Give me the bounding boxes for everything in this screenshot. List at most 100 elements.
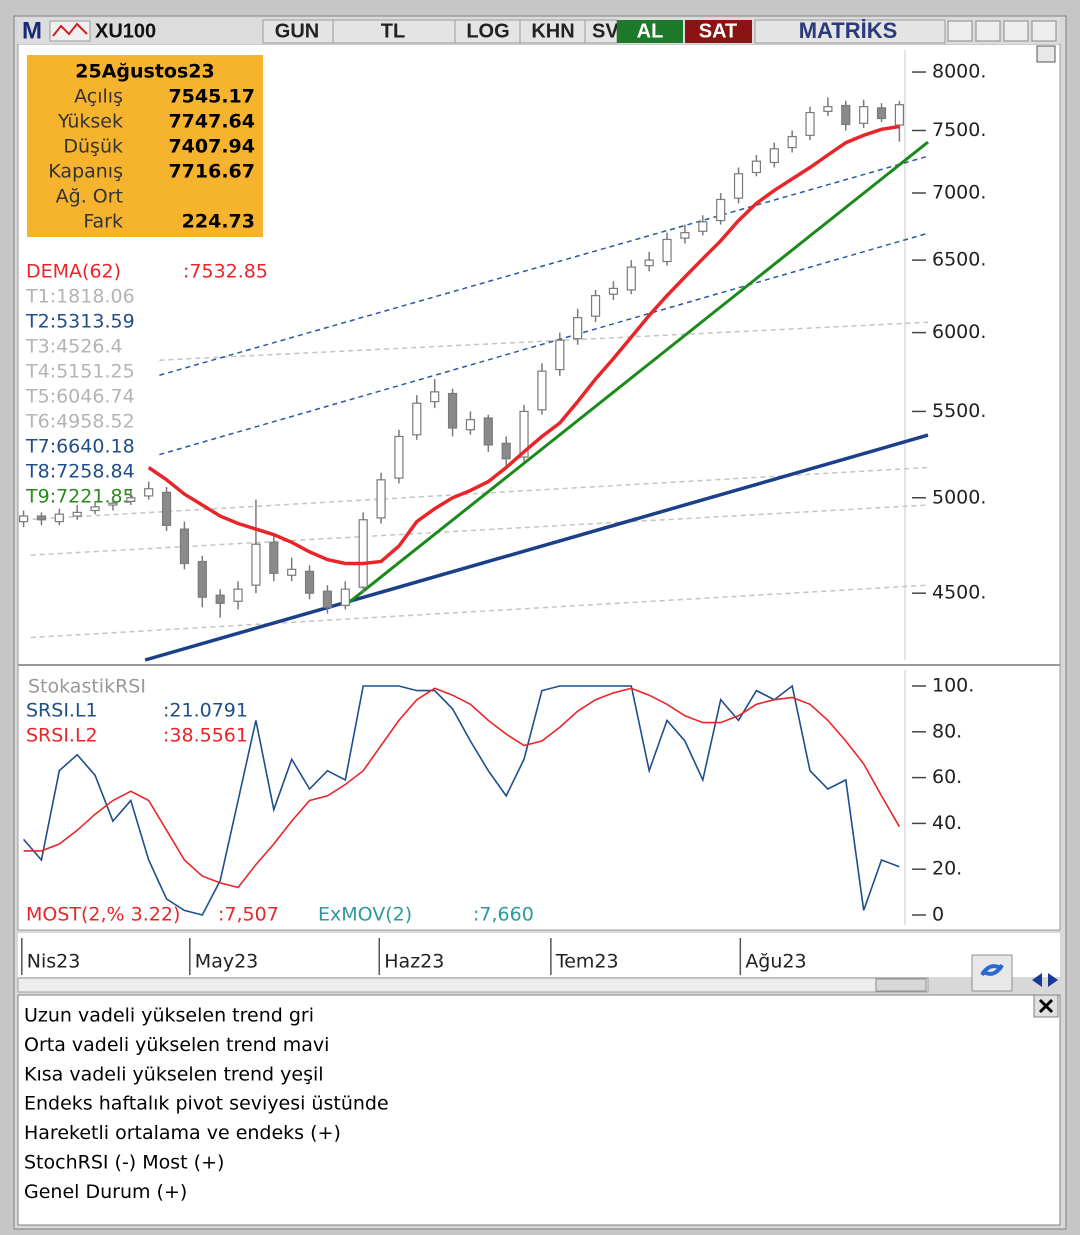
legend-name: SRSI.L1: [26, 700, 98, 722]
indicator-label: T5:6046.74: [25, 386, 135, 408]
y-tick-label: 80.: [932, 720, 962, 742]
trend-line: [23, 466, 929, 521]
buy-button[interactable]: [617, 20, 683, 43]
candle-body: [859, 106, 869, 124]
candle-body: [322, 590, 333, 608]
legend-name: SRSI.L2: [26, 725, 98, 747]
candle-body: [304, 570, 315, 594]
candle-body: [144, 488, 154, 497]
indicator-value: :7532.85: [183, 261, 268, 283]
maximize-button[interactable]: [1036, 45, 1056, 63]
panel-title: StokastikRSI: [28, 676, 146, 698]
restore-button[interactable]: [1003, 20, 1029, 42]
candle-body: [340, 588, 350, 606]
candle-body: [751, 160, 762, 174]
info-value: 7716.67: [168, 161, 255, 183]
indicator-label: DEMA(62): [26, 261, 121, 283]
note-line: Uzun vadeli yükselen trend gri: [24, 1005, 314, 1027]
y-tick-label: 100.: [932, 675, 974, 697]
candle-body: [358, 519, 368, 588]
indicator-label: T9:7221.85: [25, 486, 135, 508]
nav-arrows[interactable]: [1032, 973, 1058, 987]
candle-body: [537, 370, 547, 411]
button-label: TL: [381, 20, 405, 42]
info-date: 25Ağustos23: [75, 61, 214, 83]
candle-body: [644, 259, 654, 267]
logo: M: [22, 17, 42, 44]
y-tick-label: 40.: [932, 812, 962, 834]
candle-body: [698, 221, 708, 232]
brand-box: [754, 19, 946, 44]
candle-body: [805, 111, 815, 136]
sell-label: SAT: [699, 20, 738, 42]
chart-icon-glyph: [52, 22, 88, 37]
info-value: 224.73: [182, 211, 255, 233]
refresh-icon: [980, 963, 1004, 977]
note-line: Endeks haftalık pivot seviyesi üstünde: [24, 1093, 389, 1115]
candle-body: [733, 173, 744, 199]
candle-body: [626, 266, 636, 291]
footer-value: :7,660: [473, 904, 534, 926]
candle-body: [179, 528, 190, 565]
candle-body: [54, 513, 64, 523]
candle-body: [215, 594, 225, 604]
indicator-label: T7:6640.18: [25, 436, 135, 458]
minimize-button[interactable]: [975, 20, 1001, 42]
info-value: 7407.94: [168, 136, 255, 158]
candle-body: [483, 417, 493, 446]
candle-body: [161, 491, 172, 526]
candle-body: [287, 568, 297, 576]
candle-body: [590, 295, 601, 317]
button-label: KHN: [531, 20, 574, 42]
info-label: Düşük: [63, 136, 123, 158]
candle-body: [126, 497, 136, 502]
candle-body: [269, 541, 279, 574]
y-tick-label: 7000.: [932, 181, 986, 203]
indicator-label: T4:5151.25: [25, 361, 135, 383]
date-axis: [18, 933, 1060, 977]
trend-line: [30, 584, 929, 639]
note-line: Orta vadeli yükselen trend mavi: [24, 1034, 329, 1056]
button-label: GUN: [275, 20, 319, 42]
button-label: SV: [592, 20, 619, 42]
y-tick-label: 6500.: [932, 249, 986, 271]
footer-label: ExMOV(2): [318, 904, 412, 926]
info-label: Ağ. Ort: [56, 186, 123, 208]
indicator-label: T3:4526.4: [25, 336, 123, 358]
x-tick-label: Nis23: [27, 951, 81, 973]
candle-body: [233, 588, 243, 602]
candle-body: [769, 148, 779, 164]
close-button[interactable]: [1031, 20, 1057, 42]
y-tick-label: 7500.: [932, 119, 986, 141]
menu-button[interactable]: [947, 20, 973, 42]
candle-body: [447, 392, 458, 429]
brand: MATRİKS: [799, 18, 898, 43]
candle-body: [251, 543, 261, 586]
candle-body: [465, 419, 476, 431]
stoch-line: [22, 684, 900, 916]
candle-body: [716, 198, 726, 222]
note-line: Genel Durum (+): [24, 1181, 187, 1203]
indicator-label: T8:7258.84: [25, 461, 135, 483]
notes-panel: [17, 994, 1061, 1226]
scroll-thumb[interactable]: [875, 978, 927, 992]
legend-value: :21.0791: [163, 700, 248, 722]
note-line: Kısa vadeli yükselen trend yeşil: [24, 1063, 324, 1085]
info-label: Açılış: [74, 86, 123, 108]
candle-body: [501, 442, 511, 460]
candle-body: [662, 238, 672, 263]
trend-line: [159, 155, 929, 376]
stoch-line: [23, 687, 901, 889]
candle-body: [894, 104, 905, 126]
candle-body: [680, 232, 690, 239]
x-tick-label: Ağu23: [745, 951, 806, 973]
indicator-label: T1:1818.06: [25, 286, 135, 308]
toolbar: M XU100 GUN TL LOG KHN SV AL SAT MATRİKS: [18, 17, 1060, 44]
y-tick-label: 60.: [932, 766, 962, 788]
candle-body: [197, 560, 207, 598]
sell-button[interactable]: [685, 20, 752, 43]
scrollbar[interactable]: [17, 977, 929, 993]
info-label: Kapanış: [48, 161, 123, 183]
candle-body: [36, 515, 47, 521]
